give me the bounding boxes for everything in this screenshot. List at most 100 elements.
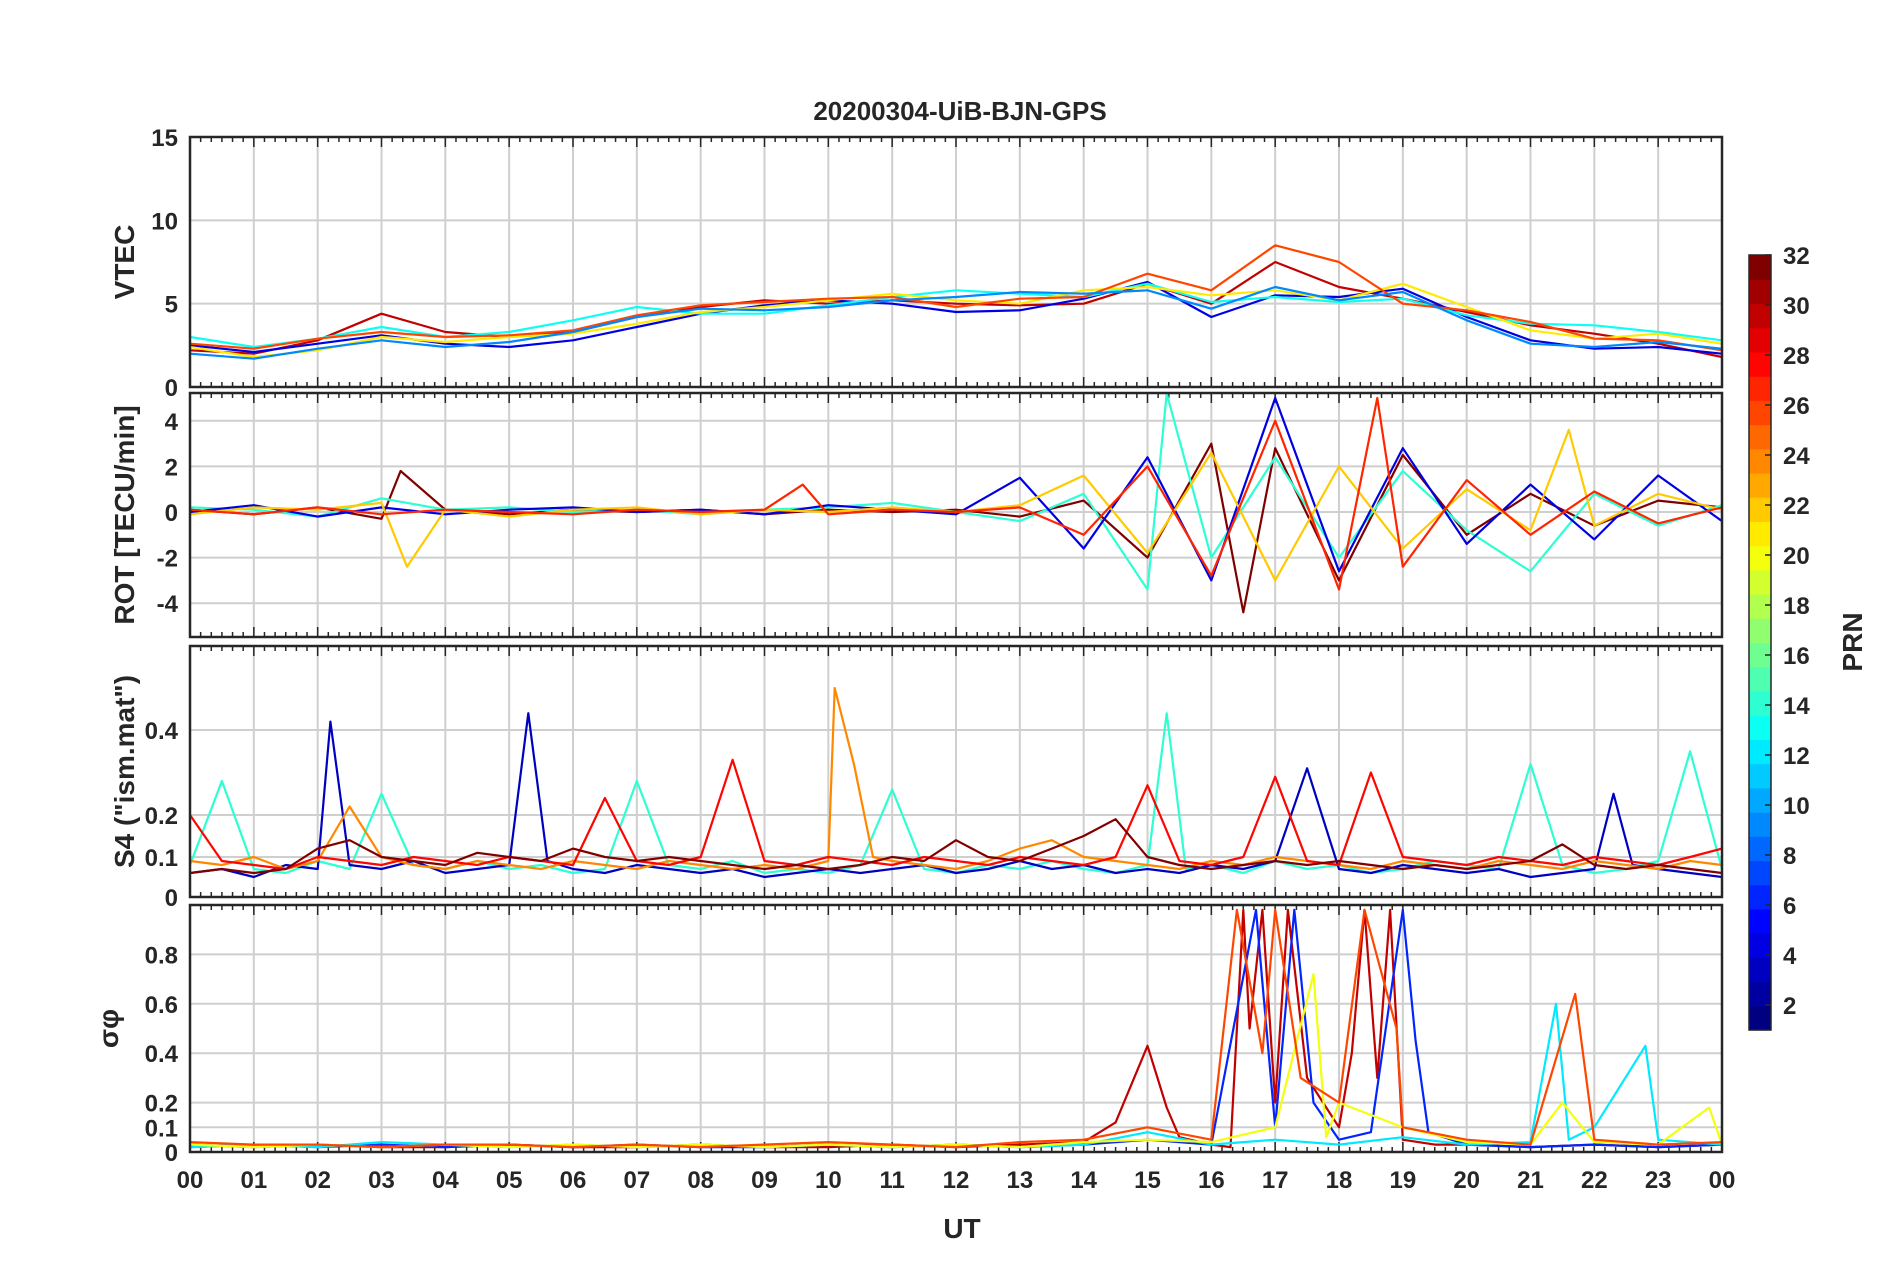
colorbar-tick-label: 16 xyxy=(1783,643,1810,670)
x-tick-label: 21 xyxy=(1517,1167,1544,1194)
x-tick-label: 13 xyxy=(1006,1167,1033,1194)
y-tick-label: 0.2 xyxy=(145,803,178,830)
sigma_phi-series-group xyxy=(190,908,1722,1149)
colorbar-swatch xyxy=(1749,763,1771,789)
x-tick-label: 09 xyxy=(751,1167,778,1194)
axes-box xyxy=(188,391,1724,639)
colorbar-swatch xyxy=(1749,642,1771,668)
x-tick-label: 14 xyxy=(1070,1167,1097,1194)
y-axis-label-s4: S4 ("ism.mat") xyxy=(109,675,140,868)
y-tick-label: 0.4 xyxy=(145,718,179,745)
y-tick-label: 0 xyxy=(165,885,178,912)
colorbar-swatch xyxy=(1749,666,1771,692)
panel-rot: -4 -2 0 2 4 ROT [TECU/min] xyxy=(109,391,1724,639)
x-tick-label: 15 xyxy=(1134,1167,1161,1194)
colorbar-swatch xyxy=(1749,1005,1771,1031)
y-tick-label: 0.8 xyxy=(145,942,178,969)
colorbar-swatch xyxy=(1749,618,1771,644)
colorbar-tick-label: 20 xyxy=(1783,543,1810,570)
axes-box xyxy=(188,903,1724,1154)
x-tick-label: 06 xyxy=(560,1167,587,1194)
colorbar-swatch xyxy=(1749,424,1771,450)
x-tick-label: 02 xyxy=(304,1167,331,1194)
colorbar-swatch xyxy=(1749,715,1771,740)
colorbar-swatch xyxy=(1749,957,1771,983)
colorbar-tick-label: 18 xyxy=(1783,593,1810,620)
colorbar-tick-label: 24 xyxy=(1783,443,1810,470)
x-tick-label: 04 xyxy=(432,1167,459,1194)
colorbar-swatch xyxy=(1749,497,1771,523)
colorbar-swatch xyxy=(1749,787,1771,813)
x-tick-label: 00 xyxy=(177,1167,204,1194)
colorbar-swatch xyxy=(1749,472,1771,498)
colorbar-tick-label: 30 xyxy=(1783,293,1810,320)
y-tick-label: 0.1 xyxy=(145,1115,178,1142)
panel-sigma_phi: 00.10.2 0.4 0.6 0.8 σφ 00 01 02 03 04 05 06 07 08 09 10… xyxy=(93,903,1736,1194)
y-tick-label: 15 xyxy=(151,125,178,152)
colorbar-tick-label: 14 xyxy=(1783,693,1810,720)
axes-box xyxy=(188,135,1724,389)
y-tick-label: 0 xyxy=(165,500,178,527)
sigma_phi-series-prn-20 xyxy=(190,973,1722,1149)
colorbar-swatch xyxy=(1749,327,1771,353)
x-tick-label: 07 xyxy=(623,1167,650,1194)
y-tick-label: 0 xyxy=(165,1140,178,1167)
rot-series-group xyxy=(190,393,1722,614)
colorbar-swatch xyxy=(1749,594,1771,619)
chart-title: 20200304-UiB-BJN-GPS xyxy=(813,96,1106,126)
x-tick-label: 05 xyxy=(496,1167,523,1194)
s4-series-prn-32 xyxy=(190,818,1722,875)
colorbar-tick-label: 4 xyxy=(1783,943,1797,970)
x-tick-label: 00 xyxy=(1709,1167,1736,1194)
colorbar-swatch xyxy=(1749,812,1771,837)
y-tick-label: -2 xyxy=(157,546,178,573)
x-tick-label: 22 xyxy=(1581,1167,1608,1194)
colorbar-tick-label: 10 xyxy=(1783,793,1810,820)
y-tick-label: 2 xyxy=(165,454,178,481)
y-tick-label: 0 xyxy=(165,375,178,402)
x-tick-label: 23 xyxy=(1645,1167,1672,1194)
colorbar-swatch xyxy=(1749,908,1771,934)
x-tick-label: 20 xyxy=(1453,1167,1480,1194)
panel-s4: 0 0.1 0.2 0.4S4 ("ism.mat") xyxy=(109,644,1724,912)
y-tick-label: 0.1 xyxy=(145,845,178,872)
vtec-series-prn-26 xyxy=(190,244,1722,352)
y-tick-label: 0.6 xyxy=(145,992,178,1019)
vtec-series-group xyxy=(190,244,1722,360)
rot-series-prn-27 xyxy=(190,396,1722,591)
colorbar-swatch xyxy=(1749,884,1771,910)
colorbar-tick-label: 22 xyxy=(1783,493,1810,520)
x-tick-label: 19 xyxy=(1389,1167,1416,1194)
y-axis-label-rot: ROT [TECU/min] xyxy=(109,405,140,624)
x-tick-label: 12 xyxy=(943,1167,970,1194)
colorbar-tick-label: 6 xyxy=(1783,893,1796,920)
colorbar-tick-label: 32 xyxy=(1783,243,1810,270)
colorbar-tick-label: 28 xyxy=(1783,343,1810,370)
colorbar-swatch xyxy=(1749,521,1771,547)
colorbar-swatch xyxy=(1749,545,1771,571)
y-tick-label: 10 xyxy=(151,208,178,235)
colorbar-tick-label: 8 xyxy=(1783,843,1796,870)
x-tick-label: 01 xyxy=(240,1167,267,1194)
y-axis-label-vtec: VTEC xyxy=(109,225,140,300)
vtec-series-prn-9 xyxy=(190,285,1722,360)
colorbar-swatch xyxy=(1749,376,1771,401)
colorbar-tick-label: 12 xyxy=(1783,743,1810,770)
colorbar-label: PRN xyxy=(1837,612,1868,671)
sigma_phi-series-prn-26 xyxy=(190,908,1722,1149)
colorbar-swatch xyxy=(1749,448,1771,474)
x-tick-label: 18 xyxy=(1326,1167,1353,1194)
colorbar-swatch xyxy=(1749,569,1771,595)
colorbar-swatch xyxy=(1749,739,1771,765)
colorbar-swatch xyxy=(1749,279,1771,305)
s4-series-group xyxy=(190,686,1722,879)
colorbar-swatch xyxy=(1749,351,1771,377)
axes-box xyxy=(188,644,1724,899)
panel-vtec: 0 5 10 15 VTEC xyxy=(109,125,1724,402)
colorbar-swatch xyxy=(1749,303,1771,329)
y-tick-label: 0.2 xyxy=(145,1091,178,1118)
rot-series-prn-4 xyxy=(190,396,1722,582)
colorbar-swatch xyxy=(1749,400,1771,426)
